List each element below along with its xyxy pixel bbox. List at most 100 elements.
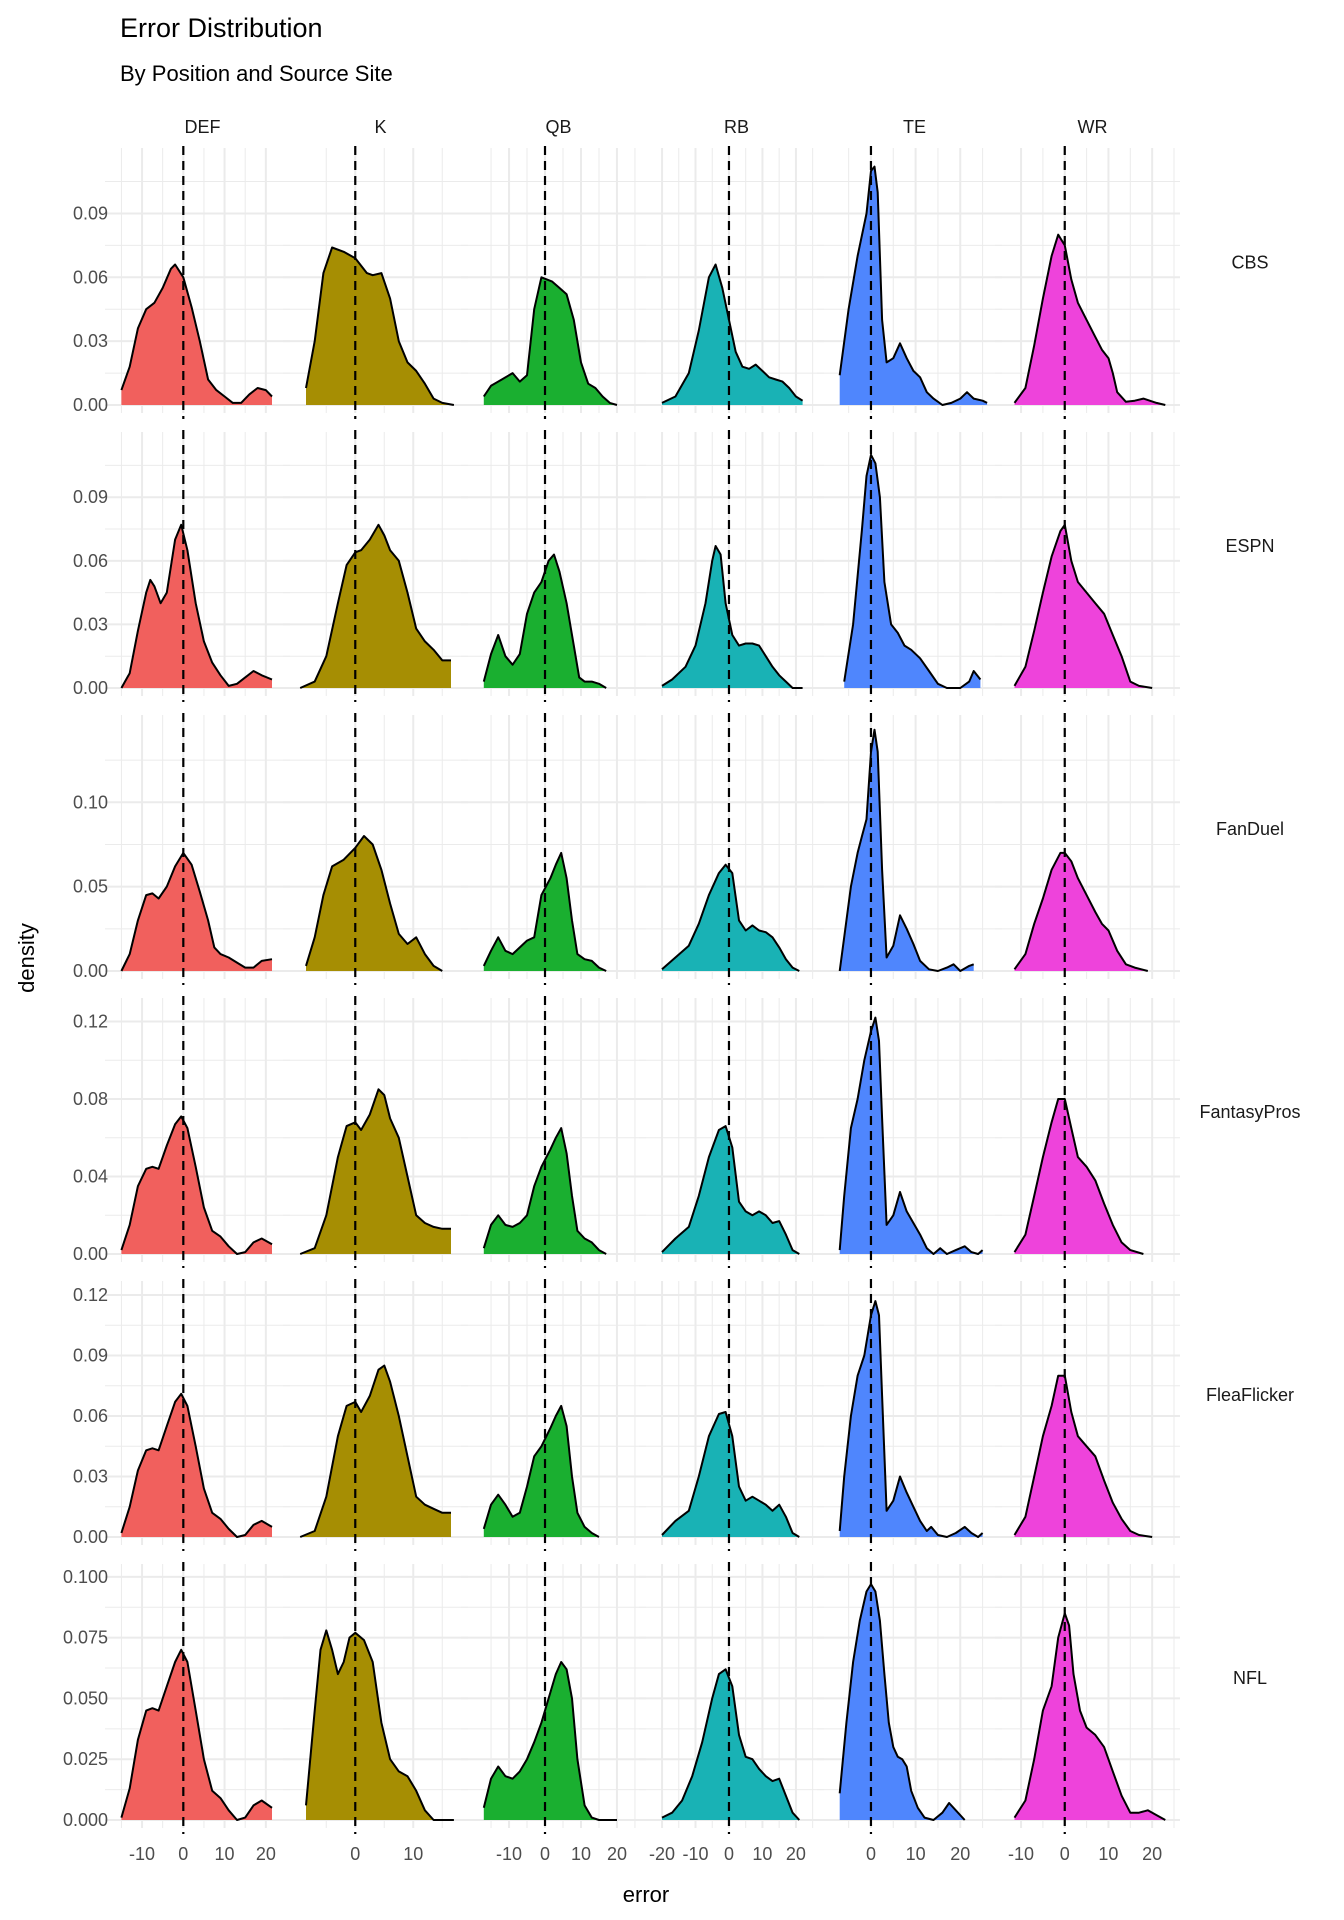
panel-cbs-qb	[461, 146, 646, 419]
row-strip-fantasypros: FantasyPros	[1199, 1102, 1300, 1122]
density-area-qb	[483, 1662, 617, 1820]
row-strip-fanduel: FanDuel	[1216, 819, 1284, 839]
density-area-def	[121, 852, 273, 971]
panel-fanduel-wr	[995, 713, 1180, 985]
density-curve-rb	[661, 545, 803, 689]
column-strip-qb: QB	[545, 117, 571, 137]
y-tick-label: 0.09	[73, 203, 108, 223]
x-tick-label: -10	[496, 1844, 522, 1864]
density-curve-wr	[1013, 233, 1166, 406]
y-tick-label: 0.00	[73, 678, 108, 698]
panel-nfl-te	[817, 1562, 1002, 1834]
density-area-k	[306, 1630, 454, 1820]
panel-cbs-te	[817, 146, 1002, 419]
panel-fleaflicker-wr	[995, 1279, 1180, 1551]
row-strip-fleaflicker: FleaFlicker	[1206, 1385, 1294, 1405]
panel-nfl-qb	[461, 1562, 646, 1834]
x-tick-label: 20	[607, 1844, 627, 1864]
panel-fanduel-rb	[639, 713, 824, 985]
panel-fleaflicker-rb	[639, 1279, 824, 1551]
y-tick-label: 0.12	[73, 1012, 108, 1032]
density-curve-rb	[661, 863, 800, 972]
density-area-def	[121, 1393, 273, 1537]
density-curve-def	[120, 523, 273, 689]
y-tick-label: 0.06	[73, 551, 108, 571]
panel-nfl-def	[105, 1562, 290, 1834]
panel-fantasypros-k	[283, 996, 468, 1268]
panel-fantasypros-rb	[639, 996, 824, 1268]
y-tick-label: 0.09	[73, 1346, 108, 1366]
density-curve-def	[120, 1648, 273, 1821]
y-tick-label: 0.03	[73, 614, 108, 634]
panel-cbs-rb	[639, 146, 824, 419]
density-curve-te	[838, 1016, 984, 1255]
x-tick-label: 10	[571, 1844, 591, 1864]
x-tick-label: 20	[950, 1844, 970, 1864]
density-curve-k	[299, 1364, 451, 1538]
x-tick-label: 0	[540, 1844, 550, 1864]
x-axis-tick-labels: -10 0 10 20 0 10 -10 0 10 20 -20 -10 0 10 20 0 10 20 -10 0 1…	[129, 1844, 1162, 1864]
panel-nfl-k	[283, 1562, 468, 1834]
y-tick-label: 0.00	[73, 395, 108, 415]
density-area-qb	[483, 1405, 599, 1537]
density-area-def	[121, 1649, 273, 1820]
density-curve-wr	[1013, 1098, 1144, 1255]
column-strip-def: DEF	[185, 117, 221, 137]
y-tick-label: 0.025	[63, 1749, 108, 1769]
column-strip-te: TE	[903, 117, 926, 137]
density-area-k	[306, 247, 454, 405]
y-tick-label: 0.06	[73, 1406, 108, 1426]
y-tick-label: 0.075	[63, 1628, 108, 1648]
column-strip-k: K	[374, 117, 386, 137]
density-area-wr	[1014, 852, 1148, 971]
panel-fleaflicker-te	[817, 1279, 1002, 1551]
x-tick-label: 10	[752, 1844, 772, 1864]
panel-cbs-def	[105, 146, 290, 419]
density-area-k	[306, 836, 443, 971]
density-curve-te	[838, 1300, 984, 1538]
density-curve-k	[305, 1629, 454, 1821]
x-tick-label: 10	[906, 1844, 926, 1864]
y-axis-title: density	[14, 923, 39, 993]
panel-fantasypros-def	[105, 996, 290, 1268]
row-strip-espn: ESPN	[1225, 536, 1274, 556]
density-area-te	[839, 729, 974, 971]
density-area-k	[300, 524, 451, 688]
row-strip-nfl: NFL	[1233, 1668, 1267, 1688]
density-curve-qb	[482, 1661, 617, 1821]
panel-espn-qb	[461, 430, 646, 702]
panel-espn-rb	[639, 430, 824, 702]
panel-cbs-k	[283, 146, 468, 419]
y-tick-label: 0.10	[73, 792, 108, 812]
density-area-wr	[1014, 1375, 1153, 1537]
density-curve-te	[838, 165, 988, 406]
density-curve-def	[120, 851, 273, 972]
density-curve-qb	[482, 1127, 607, 1255]
density-area-wr	[1014, 234, 1166, 405]
panel-fanduel-k	[283, 713, 468, 985]
panel-fleaflicker-def	[105, 1279, 290, 1551]
chart-subtitle: By Position and Source Site	[120, 61, 393, 86]
density-area-rb	[662, 1669, 800, 1820]
panel-fantasypros-te	[817, 996, 1002, 1268]
density-area-rb	[662, 864, 800, 971]
x-axis-title: error	[623, 1882, 669, 1907]
y-tick-label: 0.03	[73, 331, 108, 351]
density-curve-rb	[661, 263, 804, 404]
density-area-wr	[1014, 1099, 1144, 1254]
panel-espn-wr	[995, 430, 1180, 702]
density-area-rb	[662, 264, 803, 405]
x-tick-label: 0	[350, 1844, 360, 1864]
x-tick-label: -20	[649, 1844, 675, 1864]
facet-panels	[105, 146, 1180, 1834]
density-area-te	[839, 1301, 983, 1537]
density-curve-te	[843, 453, 982, 689]
y-tick-label: 0.04	[73, 1167, 108, 1187]
density-curve-def	[120, 1392, 273, 1538]
density-area-te	[839, 166, 988, 405]
density-curve-k	[305, 835, 443, 972]
y-tick-label: 0.000	[63, 1810, 108, 1830]
density-curve-k	[299, 523, 451, 689]
density-area-te	[844, 454, 981, 688]
panel-fanduel-qb	[461, 713, 646, 985]
